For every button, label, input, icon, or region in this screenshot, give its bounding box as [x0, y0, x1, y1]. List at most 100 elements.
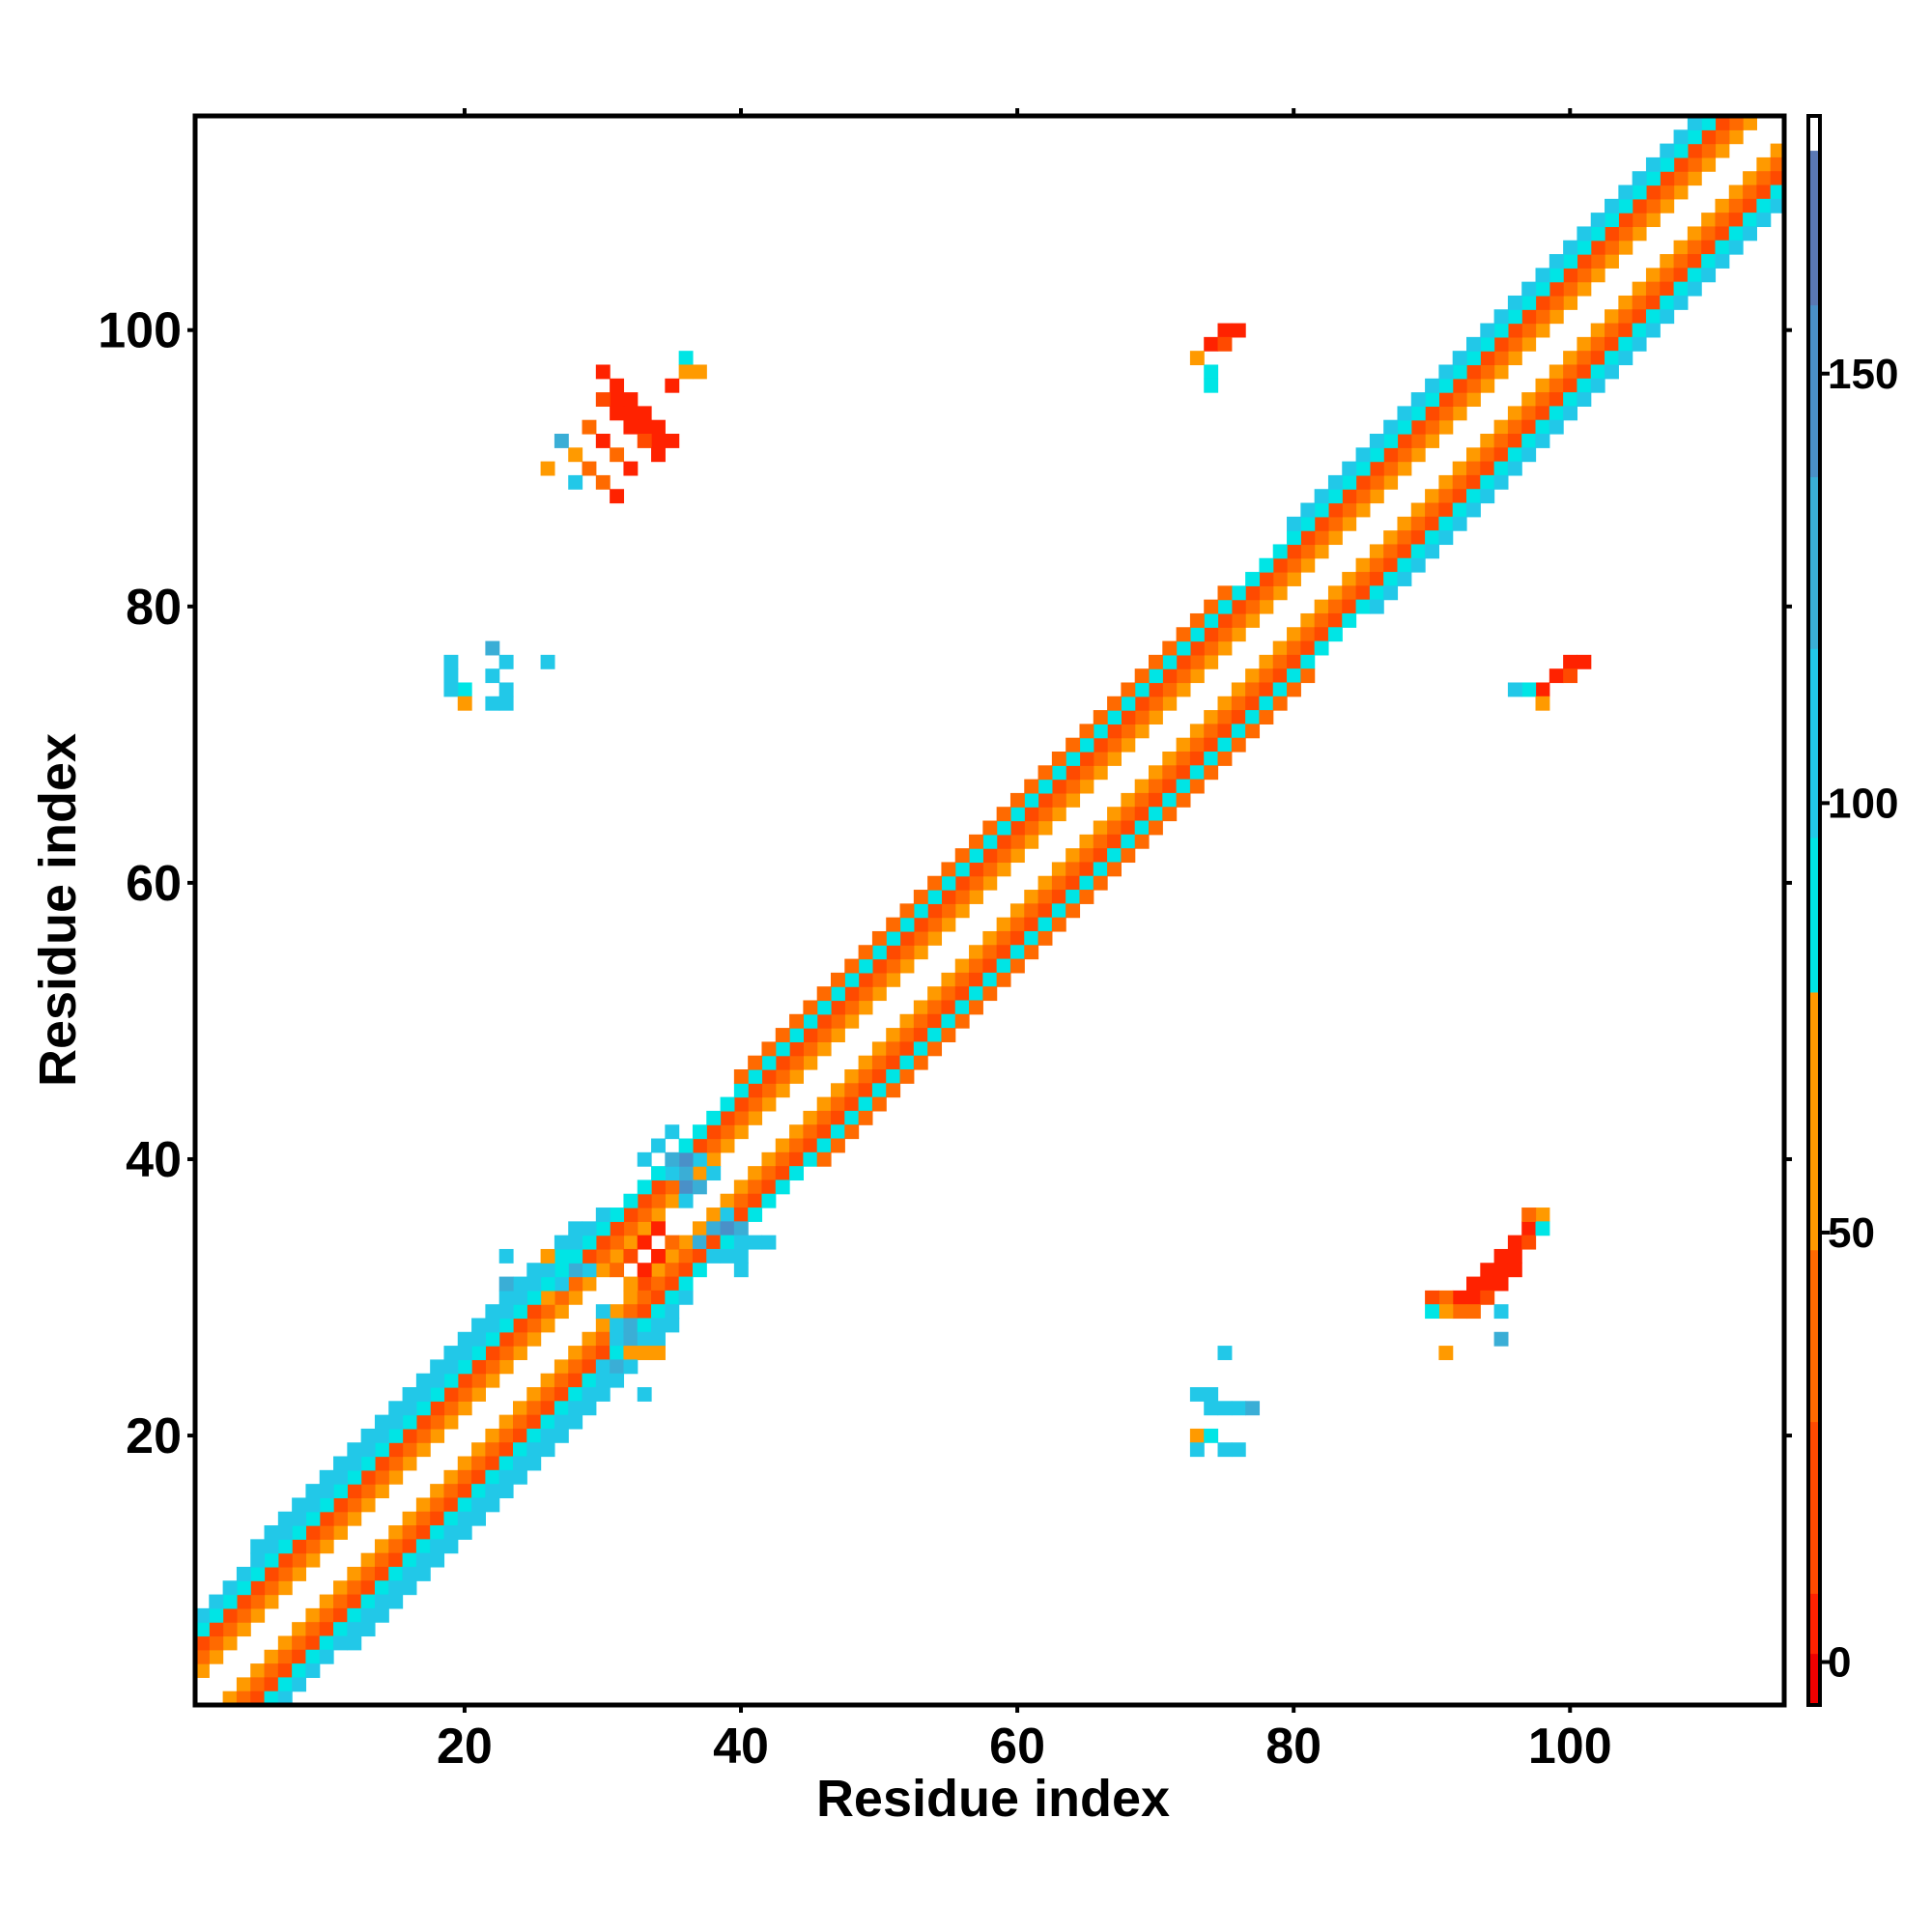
- heatmap-cell: [250, 1539, 266, 1554]
- heatmap-cell: [1535, 406, 1550, 421]
- colorbar-band: [1808, 476, 1820, 649]
- heatmap-cell: [720, 1124, 735, 1140]
- heatmap-cell: [775, 1179, 790, 1195]
- heatmap-cell: [498, 1346, 514, 1360]
- heatmap-cell: [1715, 213, 1730, 228]
- heatmap-cell: [1438, 1346, 1454, 1360]
- heatmap-cell: [388, 1428, 404, 1443]
- heatmap-cell: [554, 1248, 569, 1264]
- heatmap-cell: [1480, 461, 1495, 476]
- heatmap-cell: [748, 1193, 763, 1208]
- heatmap-cell: [623, 1359, 639, 1375]
- heatmap-cell: [374, 1484, 389, 1499]
- heatmap-cell: [1204, 752, 1219, 766]
- heatmap-cell: [1410, 406, 1426, 421]
- heatmap-cell: [748, 1166, 763, 1181]
- heatmap-cell: [1563, 240, 1578, 255]
- heatmap-cell: [913, 1055, 928, 1070]
- heatmap-cell: [582, 1387, 597, 1402]
- colorbar: 0 50 100 150: [1806, 114, 1898, 1707]
- heatmap-cell: [1493, 323, 1509, 338]
- heatmap-cell: [498, 1304, 514, 1320]
- heatmap-cell: [844, 986, 860, 1002]
- heatmap-cell: [1176, 668, 1191, 684]
- heatmap-cell: [899, 930, 915, 946]
- heatmap-cell: [1231, 737, 1246, 753]
- heatmap-cell: [623, 392, 639, 407]
- heatmap-cell: [1121, 807, 1136, 822]
- heatmap-cell: [678, 351, 694, 366]
- heatmap-cell: [582, 1331, 597, 1347]
- heatmap-cell: [1162, 807, 1178, 822]
- heatmap-cell: [457, 1456, 472, 1471]
- heatmap-cell: [1493, 461, 1509, 476]
- heatmap-cell: [1605, 226, 1619, 242]
- heatmap-cell: [236, 1690, 251, 1706]
- heatmap-cell: [402, 1552, 417, 1568]
- heatmap-cell: [1645, 185, 1661, 200]
- heatmap-cell: [209, 1594, 224, 1609]
- heatmap-cell: [1618, 198, 1634, 213]
- heatmap-cell: [540, 654, 555, 669]
- heatmap-cell: [678, 1179, 694, 1195]
- heatmap-cell: [844, 958, 860, 974]
- heatmap-cell: [1521, 447, 1537, 463]
- heatmap-cell: [1618, 323, 1634, 338]
- heatmap-cell: [1673, 240, 1689, 255]
- heatmap-cell: [623, 1304, 639, 1320]
- heatmap-cell: [1687, 268, 1702, 283]
- heatmap-cell: [1660, 281, 1675, 297]
- heatmap-cell: [610, 378, 625, 393]
- heatmap-cell: [927, 930, 943, 946]
- heatmap-cell: [360, 1594, 376, 1609]
- heatmap-cell: [886, 1055, 901, 1070]
- heatmap-cell: [1728, 116, 1744, 130]
- heatmap-cell: [582, 1235, 597, 1250]
- heatmap-cell: [513, 1442, 527, 1458]
- heatmap-cell: [858, 986, 873, 1002]
- heatmap-cell: [1410, 557, 1426, 573]
- y-tick-label: 80: [126, 580, 182, 636]
- heatmap-cell: [623, 461, 639, 476]
- heatmap-cell: [1452, 1304, 1467, 1320]
- heatmap-cell: [1480, 364, 1495, 380]
- heatmap-cell: [913, 1041, 928, 1057]
- heatmap-cell: [871, 958, 887, 974]
- heatmap-cell: [1397, 530, 1412, 546]
- x-tick-label: 40: [713, 1719, 769, 1775]
- heatmap-cell: [1438, 406, 1454, 421]
- heatmap-cell: [1687, 171, 1702, 186]
- heatmap-cell: [1590, 378, 1605, 393]
- heatmap-cell: [540, 1248, 555, 1264]
- heatmap-cell: [678, 364, 694, 380]
- heatmap-cell: [1189, 779, 1205, 794]
- heatmap-cell: [1548, 309, 1564, 325]
- heatmap-cell: [927, 1041, 943, 1057]
- heatmap-cell: [1176, 654, 1191, 669]
- heatmap-cell: [789, 1151, 804, 1167]
- heatmap-cell: [1176, 737, 1191, 753]
- heatmap-cell: [844, 1069, 860, 1084]
- heatmap-cell: [1466, 392, 1481, 407]
- heatmap-cell: [982, 875, 998, 891]
- heatmap-cell: [1590, 323, 1605, 338]
- heatmap-cell: [347, 1607, 362, 1623]
- heatmap-cell: [831, 1124, 845, 1140]
- heatmap-cell: [443, 1387, 459, 1402]
- heatmap-cell: [333, 1511, 348, 1526]
- heatmap-cell: [1272, 682, 1288, 697]
- heatmap-cell: [1480, 323, 1495, 338]
- heatmap-cell: [319, 1607, 334, 1623]
- heatmap-cell: [1660, 198, 1675, 213]
- heatmap-cell: [831, 1013, 845, 1029]
- heatmap-cell: [1756, 198, 1772, 213]
- heatmap-cell: [1189, 640, 1205, 656]
- heatmap-cell: [1189, 1428, 1205, 1443]
- heatmap-cell: [1397, 461, 1412, 476]
- heatmap-cell: [1355, 557, 1371, 573]
- colorbar-tick-label: 150: [1828, 351, 1898, 398]
- heatmap-cell: [195, 1607, 210, 1623]
- heatmap-cell: [498, 1484, 514, 1499]
- heatmap-cell: [1507, 323, 1522, 338]
- heatmap-cell: [402, 1566, 417, 1581]
